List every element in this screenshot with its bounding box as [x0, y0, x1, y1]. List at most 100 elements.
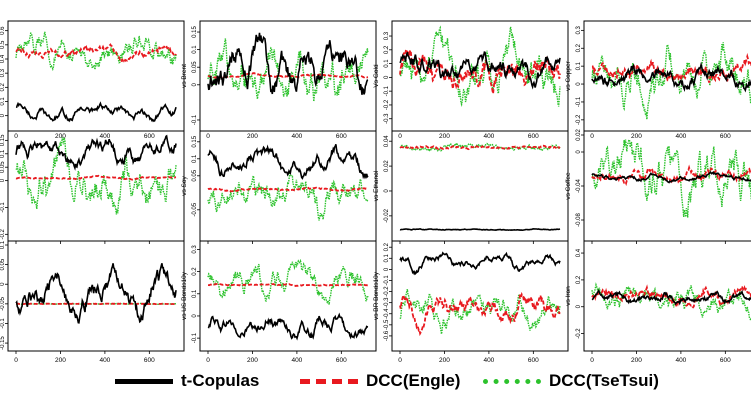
legend-item-dcc-engle: DCC(Engle) [300, 368, 460, 394]
ytick-label-10-6: 0 [384, 267, 390, 271]
ytick-label-11-3: 0.4 [576, 248, 582, 257]
ytick-label-10-7: 0.1 [384, 253, 390, 262]
panel-11: vs Iron -0.2 0 0.2 0.4 0 200 400 600 [565, 240, 751, 364]
ytick-label-10-5: -0.1 [384, 275, 390, 286]
ytick-label-11-2: 0.2 [576, 275, 582, 284]
ytick-label-7-3: 0.02 [576, 129, 582, 141]
ytick-label-5-0: -0.05 [192, 202, 198, 216]
ytick-label-2-4: 0.1 [384, 59, 390, 68]
ytick-label-0-5: 0.5 [0, 40, 6, 49]
ytick-label-3-0: -0.2 [576, 114, 582, 125]
xtick-label-8-2: 400 [99, 357, 110, 364]
ytick-label-4-2: 0 [0, 178, 6, 182]
xtick-label-9-3: 600 [336, 357, 347, 364]
panel-ylabel-1: vs Brent [181, 64, 188, 88]
xtick-label-11-2: 400 [675, 357, 686, 364]
panel-10: vs BR Bonds10y -0.6-0.5-0.4-0.3-0.2-0.1 0 0… [373, 240, 569, 364]
series-t-5 [207, 144, 369, 180]
panel-7: vs Coffee -0.08 -0.04 0 0.02 0 200 400 600 [565, 129, 751, 244]
ytick-label-6-3: 0.04 [384, 135, 390, 147]
ytick-label-10-4: -0.2 [384, 286, 390, 297]
ytick-label-3-3: 0.1 [576, 61, 582, 70]
panel-ylabel-6: vs Ethanol [373, 170, 380, 201]
xtick-label-6-2: 400 [483, 133, 494, 140]
panel-6: vs Ethanol -0.02 0 0.02 0.04 0 200 400 600 [373, 130, 569, 244]
ytick-label-0-4: 0.4 [0, 54, 6, 63]
ytick-label-4-0: -0.2 [0, 228, 6, 239]
ytick-label-6-0: -0.02 [384, 208, 390, 222]
ytick-label-8-3: 0 [0, 282, 6, 286]
ytick-label-9-4: 0.3 [192, 245, 198, 254]
xtick-label-11-1: 200 [631, 357, 642, 364]
xtick-label-8-0: 0 [14, 357, 18, 364]
panel-5: vs Soy -0.05 0.05 0.1 0.15 0 200 400 600 [181, 130, 377, 244]
ytick-label-3-1: -0.1 [576, 96, 582, 107]
xtick-label-8-1: 200 [55, 357, 66, 364]
ytick-label-2-1: -0.2 [384, 99, 390, 110]
ytick-label-10-0: -0.6 [384, 330, 390, 341]
ytick-label-2-6: 0.3 [384, 31, 390, 40]
panel-9: vs US Bonds10y -0.1 0 0.1 0.2 0.3 0 200 400 600 [181, 240, 377, 364]
ytick-label-2-3: 0 [384, 75, 390, 79]
xtick-label-9-1: 200 [247, 357, 258, 364]
ytick-label-6-1: 0 [384, 189, 390, 193]
series-t-9 [207, 312, 369, 341]
xtick-label-10-2: 400 [483, 357, 494, 364]
series-t-0 [15, 101, 177, 123]
xtick-label-8-3: 600 [144, 357, 155, 364]
xtick-label-5-2: 400 [291, 133, 302, 140]
xtick-label-9-2: 400 [291, 357, 302, 364]
ytick-label-8-2: -0.05 [0, 296, 6, 310]
panel-2: Vs Gold -0.3 -0.2 -0.1 0 0.1 0.2 0.3 [373, 20, 569, 132]
legend-item-t-copulas: t-Copulas [115, 368, 259, 394]
series-t-6 [399, 227, 561, 232]
series-t-2 [399, 51, 561, 90]
xtick-label-5-3: 600 [336, 133, 347, 140]
legend-label-dcc-tsetsui: DCC(TseTsui) [549, 371, 659, 390]
series-engle-2 [399, 47, 561, 94]
ytick-label-2-5: 0.2 [384, 45, 390, 54]
ytick-label-6-2: 0.02 [384, 160, 390, 172]
ytick-label-3-4: 0.2 [576, 43, 582, 52]
ytick-label-0-6: 0.6 [0, 26, 6, 35]
ytick-label-9-1: 0 [192, 314, 198, 318]
legend-label-t-copulas: t-Copulas [181, 371, 260, 390]
ytick-label-8-5: 0.1 [0, 240, 6, 249]
ytick-label-9-2: 0.1 [192, 289, 198, 298]
xtick-label-5-0: 0 [206, 133, 210, 140]
xtick-label-10-3: 600 [528, 357, 539, 364]
ytick-label-1-3: 0.1 [192, 45, 198, 54]
ytick-label-5-2: 0.1 [192, 154, 198, 163]
ytick-label-3-2: 0 [576, 82, 582, 86]
ytick-label-10-1: -0.5 [384, 319, 390, 330]
series-t-7 [591, 171, 751, 184]
ytick-label-4-4: 0.1 [0, 149, 6, 158]
ytick-label-4-1: -0.1 [0, 202, 6, 213]
series-engle-8 [16, 302, 177, 306]
series-t-1 [207, 32, 369, 95]
ytick-label-4-3: 0.05 [0, 161, 6, 173]
ytick-label-1-2: 0.05 [192, 61, 198, 73]
ytick-label-0-0: 0 [0, 113, 6, 117]
series-tse-0 [15, 31, 177, 72]
series-engle-9 [208, 282, 368, 287]
ytick-label-2-0: -0.3 [384, 113, 390, 124]
ytick-label-0-3: 0.3 [0, 68, 6, 77]
xtick-label-4-1: 200 [55, 133, 66, 140]
panel-ylabel-9: vs US Bonds10y [181, 271, 188, 320]
panel-ylabel-5: vs Soy [181, 176, 188, 196]
xtick-label-10-1: 200 [439, 357, 450, 364]
xtick-label-10-0: 0 [398, 357, 402, 364]
ytick-label-8-4: 0.05 [0, 258, 6, 270]
xtick-label-11-3: 600 [720, 357, 731, 364]
ytick-label-0-2: 0.2 [0, 83, 6, 92]
ytick-label-1-0: -0.1 [192, 114, 198, 125]
ytick-label-8-1: -0.1 [0, 318, 6, 329]
xtick-label-7-2: 400 [675, 133, 686, 140]
series-tse-9 [207, 258, 369, 305]
xtick-label-7-3: 600 [720, 133, 731, 140]
xtick-label-6-0: 0 [398, 133, 402, 140]
ytick-label-7-0: -0.08 [576, 213, 582, 227]
